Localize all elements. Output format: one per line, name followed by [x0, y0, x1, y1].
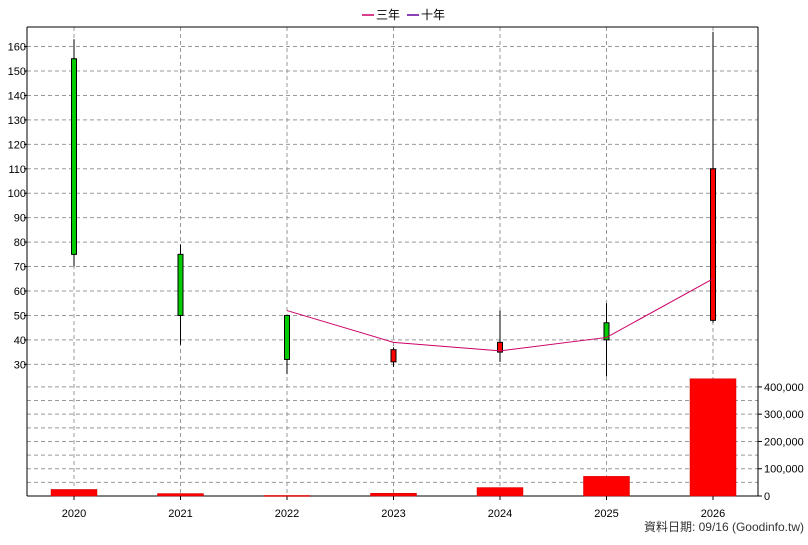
- volume-bar-2021: [157, 493, 204, 497]
- price-tick-label: 80: [14, 237, 26, 249]
- price-tick-label: 140: [8, 90, 26, 102]
- price-tick-label: 110: [8, 164, 26, 176]
- x-tick-label: 2026: [701, 508, 725, 520]
- price-tick-label: 40: [14, 335, 26, 347]
- x-tick-label: 2025: [594, 508, 618, 520]
- volume-bar-2020: [50, 489, 98, 497]
- candle-body-2026: [710, 168, 716, 321]
- three-year-line-path: [286, 278, 714, 352]
- volume-tick-label: 400,000: [764, 382, 804, 394]
- price-tick-label: 90: [14, 213, 26, 225]
- x-tick-label: 2024: [488, 508, 512, 520]
- price-tick-label: 50: [14, 310, 26, 322]
- three-year-line: [286, 278, 714, 352]
- volume-bar-2025: [583, 476, 630, 497]
- tick-labels: 30 40 50 60 70 80 90 100 110 120 130 140 150 160 0 100,…: [8, 42, 804, 520]
- x-tick-label: 2023: [381, 508, 405, 520]
- legend-label-ten-year: 十年: [421, 8, 445, 22]
- price-tick-label: 100: [8, 188, 26, 200]
- volume-tick-label: 100,000: [764, 464, 804, 476]
- candle-body-2021: [177, 253, 184, 316]
- volume-tick-label: 200,000: [764, 436, 804, 448]
- volume-bar-2022: [263, 495, 311, 497]
- volume-bar-2023: [370, 493, 417, 497]
- price-tick-label: 30: [14, 359, 26, 371]
- price-tick-label: 60: [14, 286, 26, 298]
- x-tick-label: 2021: [168, 508, 192, 520]
- candle-body-2024: [497, 341, 503, 353]
- volume-bar-2026: [689, 378, 737, 497]
- price-tick-label: 70: [14, 262, 26, 274]
- legend: 三年 十年: [362, 8, 445, 22]
- volume-tick-label: 0: [764, 491, 770, 503]
- price-tick-label: 120: [8, 139, 26, 151]
- candlesticks: [71, 31, 716, 377]
- price-tick-label: 160: [8, 42, 26, 54]
- x-tick-label: 2022: [275, 508, 299, 520]
- candle-body-2020: [71, 58, 77, 255]
- volume-bar-2024: [476, 487, 524, 497]
- data-date-credit: 資料日期: 09/16 (Goodinfo.tw): [644, 520, 804, 534]
- candle-body-2022: [284, 314, 290, 360]
- candle-body-2025: [603, 322, 610, 341]
- price-tick-label: 150: [8, 66, 26, 78]
- price-tick-label: 130: [8, 115, 26, 127]
- legend-label-three-year: 三年: [376, 8, 400, 22]
- candle-body-2023: [390, 349, 397, 363]
- volume-tick-label: 300,000: [764, 409, 804, 421]
- grid: [27, 27, 758, 496]
- x-tick-label: 2020: [62, 508, 86, 520]
- volume-bars: [50, 378, 737, 497]
